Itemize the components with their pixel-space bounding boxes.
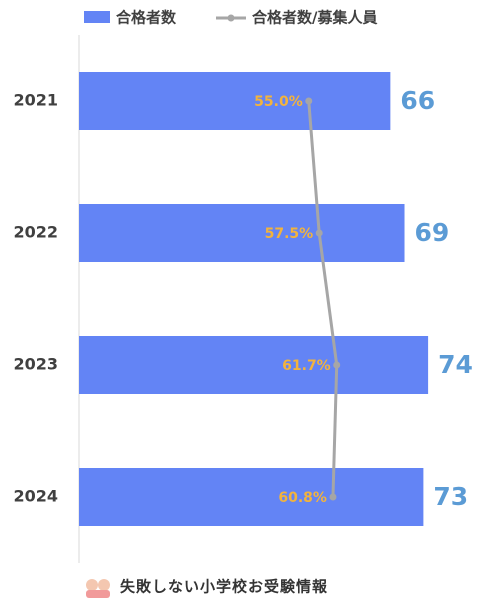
line — [307, 100, 339, 498]
legend-label: 合格者数 — [115, 9, 177, 27]
line-point — [305, 97, 313, 105]
line-point — [315, 229, 323, 237]
footer-icon — [86, 579, 110, 598]
y-tick-label: 2023 — [13, 355, 58, 374]
bar — [79, 204, 405, 262]
line-point — [329, 493, 337, 501]
value-label: 57.5% — [265, 226, 314, 242]
footer-text: 失敗しない小学校お受験情報 — [120, 578, 328, 596]
legend-label: 合格者数/募集人員 — [251, 9, 377, 27]
y-tick-label: 2022 — [13, 223, 58, 242]
bar — [79, 72, 391, 130]
legend-dot — [227, 14, 235, 22]
value-label: 66 — [400, 86, 435, 115]
legend-swatch — [84, 11, 110, 23]
y-tick-label: 2021 — [13, 91, 58, 110]
value-label: 61.7% — [282, 358, 331, 374]
value-label: 69 — [415, 218, 450, 247]
y-tick-label: 2024 — [13, 487, 58, 506]
bar — [79, 336, 429, 394]
bar — [79, 468, 424, 526]
line-point — [333, 361, 341, 369]
value-label: 55.0% — [254, 94, 303, 110]
value-label: 74 — [438, 350, 473, 379]
value-label: 60.8% — [278, 490, 327, 506]
value-label: 73 — [433, 482, 468, 511]
